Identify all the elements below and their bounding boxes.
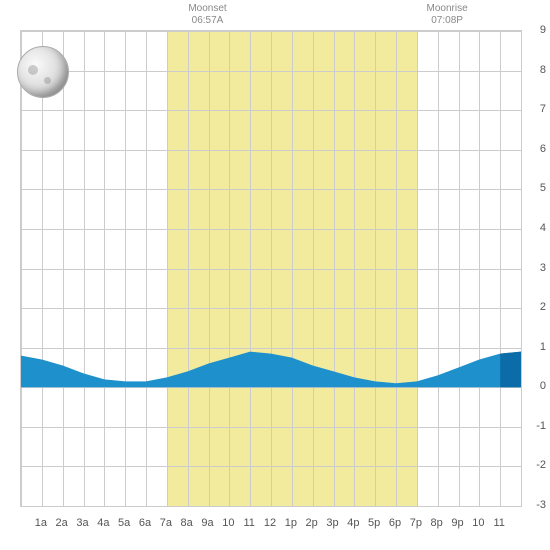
plot-area [20,30,522,507]
x-tick-label: 6a [135,517,155,529]
x-tick-label: 5a [114,517,134,529]
x-tick-label: 4a [93,517,113,529]
moonrise-annotation: Moonrise07:08P [427,3,468,27]
tide-chart: -3-2-101234567891a2a3a4a5a6a7a8a9a101112… [0,0,550,550]
x-tick-label: 1p [281,517,301,529]
moonset-annotation-time: 06:57A [188,15,226,27]
x-tick-label: 3p [323,517,343,529]
moonset-annotation: Moonset06:57A [188,3,226,27]
y-tick-label: -1 [526,420,546,432]
moonrise-annotation-title: Moonrise [427,3,468,15]
x-tick-label: 8a [177,517,197,529]
y-tick-label: 9 [526,24,546,36]
x-tick-label: 10 [468,517,488,529]
x-tick-label: 7p [406,517,426,529]
x-tick-label: 5p [364,517,384,529]
grid-v [521,31,522,506]
y-tick-label: 5 [526,182,546,194]
x-tick-label: 9p [448,517,468,529]
x-tick-label: 8p [427,517,447,529]
y-tick-label: 6 [526,143,546,155]
x-tick-label: 2p [302,517,322,529]
y-tick-label: 8 [526,64,546,76]
x-tick-label: 2a [52,517,72,529]
moonrise-annotation-time: 07:08P [427,15,468,27]
x-tick-label: 10 [218,517,238,529]
y-tick-label: 4 [526,222,546,234]
grid-h [21,506,521,507]
y-tick-label: -2 [526,459,546,471]
y-tick-label: 3 [526,262,546,274]
x-tick-label: 1a [31,517,51,529]
x-tick-label: 9a [198,517,218,529]
x-tick-label: 12 [260,517,280,529]
y-tick-label: -3 [526,499,546,511]
x-tick-label: 3a [73,517,93,529]
tide-series [21,31,521,506]
x-tick-label: 11 [489,517,509,529]
x-tick-label: 6p [385,517,405,529]
y-tick-label: 7 [526,103,546,115]
x-tick-label: 7a [156,517,176,529]
x-tick-label: 11 [239,517,259,529]
y-tick-label: 1 [526,341,546,353]
moon-icon [17,46,69,98]
y-tick-label: 2 [526,301,546,313]
x-tick-label: 4p [343,517,363,529]
moonset-annotation-title: Moonset [188,3,226,15]
y-tick-label: 0 [526,380,546,392]
